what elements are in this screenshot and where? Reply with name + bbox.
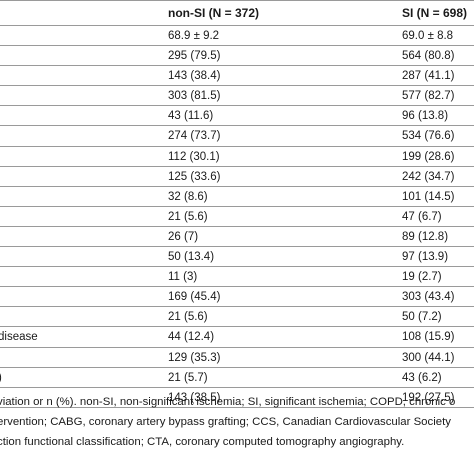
table-row: 50 (13.4) 97 (13.9) <box>0 247 474 268</box>
cell-non-si: 11 (3) <box>168 271 198 284</box>
cell-non-si: 21 (5.6) <box>168 311 208 324</box>
header-si: SI (N = 698) <box>402 6 468 20</box>
table-row: 21 (5.6) 47 (6.7) <box>0 207 474 227</box>
table-row: 43 (11.6) 96 (13.8) <box>0 106 474 127</box>
cell-si: 89 (12.8) <box>402 230 449 243</box>
table-row: 143 (38.4) 287 (41.1) <box>0 66 474 87</box>
footnote-line: viation or n (%). non-SI, non-significan… <box>0 396 456 408</box>
footnote-line: ction functional classification; CTA, co… <box>0 436 405 448</box>
header-non-si: non-SI (N = 372) <box>168 6 260 20</box>
table-row: disease 44 (12.4) 108 (15.9) <box>0 327 474 348</box>
cell-si: 564 (80.8) <box>402 50 455 63</box>
cell-si: 101 (14.5) <box>402 190 455 203</box>
cell-si: 47 (6.7) <box>402 210 442 223</box>
cell-si: 108 (15.9) <box>402 331 455 344</box>
table-row: 274 (73.7) 534 (76.6) <box>0 126 474 147</box>
table-body: 68.9 ± 9.2 69.0 ± 8.8 295 (79.5) 564 (80.8)… <box>0 26 474 408</box>
cell-non-si: 274 (73.7) <box>168 130 221 143</box>
cell-non-si: 32 (8.6) <box>168 190 208 203</box>
baseline-characteristics-table: non-SI (N = 372) SI (N = 698) 68.9 ± 9.2… <box>0 0 474 408</box>
row-label: ) <box>0 371 2 385</box>
cell-non-si: 21 (5.7) <box>168 371 208 384</box>
cell-si: 97 (13.9) <box>402 251 449 264</box>
table-row: 26 (7) 89 (12.8) <box>0 227 474 248</box>
table-row: 68.9 ± 9.2 69.0 ± 8.8 <box>0 26 474 47</box>
table-header-row: non-SI (N = 372) SI (N = 698) <box>0 0 474 26</box>
cell-non-si: 44 (12.4) <box>168 331 215 344</box>
cell-si: 43 (6.2) <box>402 371 442 384</box>
table-row: 129 (35.3) 300 (44.1) <box>0 348 474 368</box>
cell-non-si: 143 (38.4) <box>168 70 221 83</box>
cell-non-si: 143 (38.5) <box>168 391 221 404</box>
table-row: 169 (45.4) 303 (43.4) <box>0 287 474 308</box>
cell-non-si: 112 (30.1) <box>168 150 220 163</box>
cell-si: 300 (44.1) <box>402 351 455 364</box>
cell-si: 199 (28.6) <box>402 150 455 163</box>
table-row: 295 (79.5) 564 (80.8) <box>0 46 474 67</box>
cell-non-si: 26 (7) <box>168 230 199 243</box>
table-row: 21 (5.6) 50 (7.2) <box>0 307 474 328</box>
table-row: 11 (3) 19 (2.7) <box>0 267 474 288</box>
cell-non-si: 125 (33.6) <box>168 170 221 183</box>
table-row: 112 (30.1) 199 (28.6) <box>0 147 474 167</box>
row-label: disease <box>0 331 38 344</box>
cell-non-si: 21 (5.6) <box>168 210 208 223</box>
table-row: 143 (38.5) 192 (27.5) <box>0 388 474 408</box>
cell-non-si: 68.9 ± 9.2 <box>168 30 220 42</box>
cell-si: 96 (13.8) <box>402 110 449 123</box>
cell-non-si: 295 (79.5) <box>168 50 221 63</box>
cell-si: 577 (82.7) <box>402 90 455 103</box>
cell-si: 69.0 ± 8.8 <box>402 30 454 42</box>
cell-si: 50 (7.2) <box>402 311 442 324</box>
cell-si: 192 (27.5) <box>402 391 455 404</box>
cell-si: 19 (2.7) <box>402 271 442 284</box>
cell-si: 534 (76.6) <box>402 130 455 143</box>
table-row: ) 21 (5.7) 43 (6.2) <box>0 368 474 388</box>
cell-non-si: 50 (13.4) <box>168 251 215 264</box>
table-row: 125 (33.6) 242 (34.7) <box>0 167 474 187</box>
cell-non-si: 43 (11.6) <box>168 110 214 123</box>
cell-non-si: 303 (81.5) <box>168 90 221 103</box>
table-row: 303 (81.5) 577 (82.7) <box>0 86 474 107</box>
cell-si: 242 (34.7) <box>402 170 455 183</box>
cell-si: 287 (41.1) <box>402 70 455 83</box>
table-row: 32 (8.6) 101 (14.5) <box>0 187 474 207</box>
footnote-line: ervention; CABG, coronary artery bypass … <box>0 416 451 428</box>
cell-non-si: 169 (45.4) <box>168 291 221 304</box>
cell-si: 303 (43.4) <box>402 291 455 304</box>
cell-non-si: 129 (35.3) <box>168 351 221 364</box>
